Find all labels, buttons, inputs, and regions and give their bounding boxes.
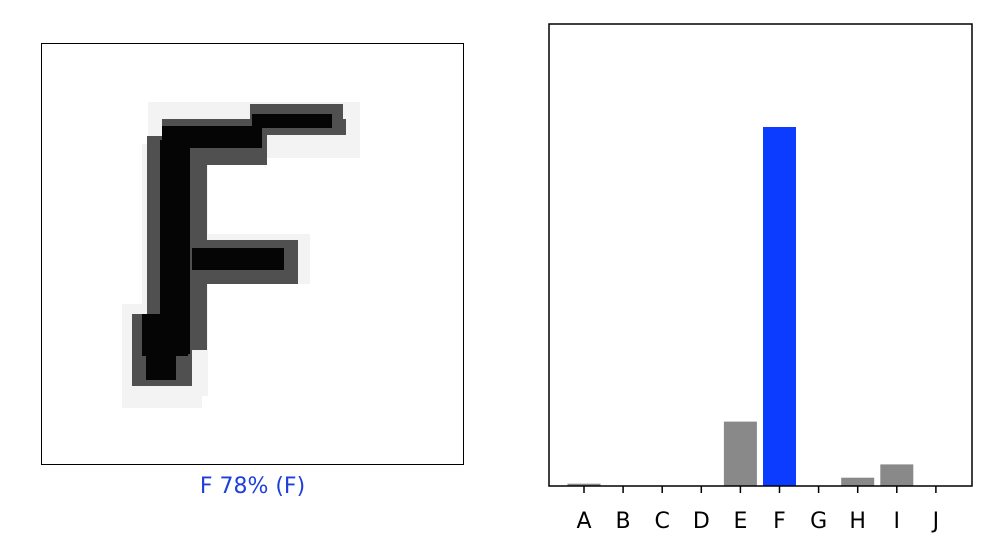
x-tick-label-g: G xyxy=(810,509,827,534)
letter-f-image xyxy=(122,102,360,408)
bar-f xyxy=(763,127,796,486)
bar-a xyxy=(567,483,601,486)
x-tick-label-j: J xyxy=(931,509,940,534)
x-tick-label-f: F xyxy=(773,509,786,534)
bar-i xyxy=(880,464,914,486)
bar-e xyxy=(723,421,757,486)
plot-frame xyxy=(548,23,973,487)
prediction-caption: F 78% (F) xyxy=(199,474,306,499)
bar-h xyxy=(841,477,875,486)
x-tick-label-a: A xyxy=(576,509,591,534)
x-tick-label-b: B xyxy=(616,509,631,534)
input-image-panel xyxy=(41,43,464,465)
x-tick-label-e: E xyxy=(733,509,747,534)
x-tick-label-d: D xyxy=(693,509,710,534)
x-tick-label-c: C xyxy=(655,509,670,534)
x-tick-label-h: H xyxy=(849,509,866,534)
x-tick-label-i: I xyxy=(894,509,901,534)
